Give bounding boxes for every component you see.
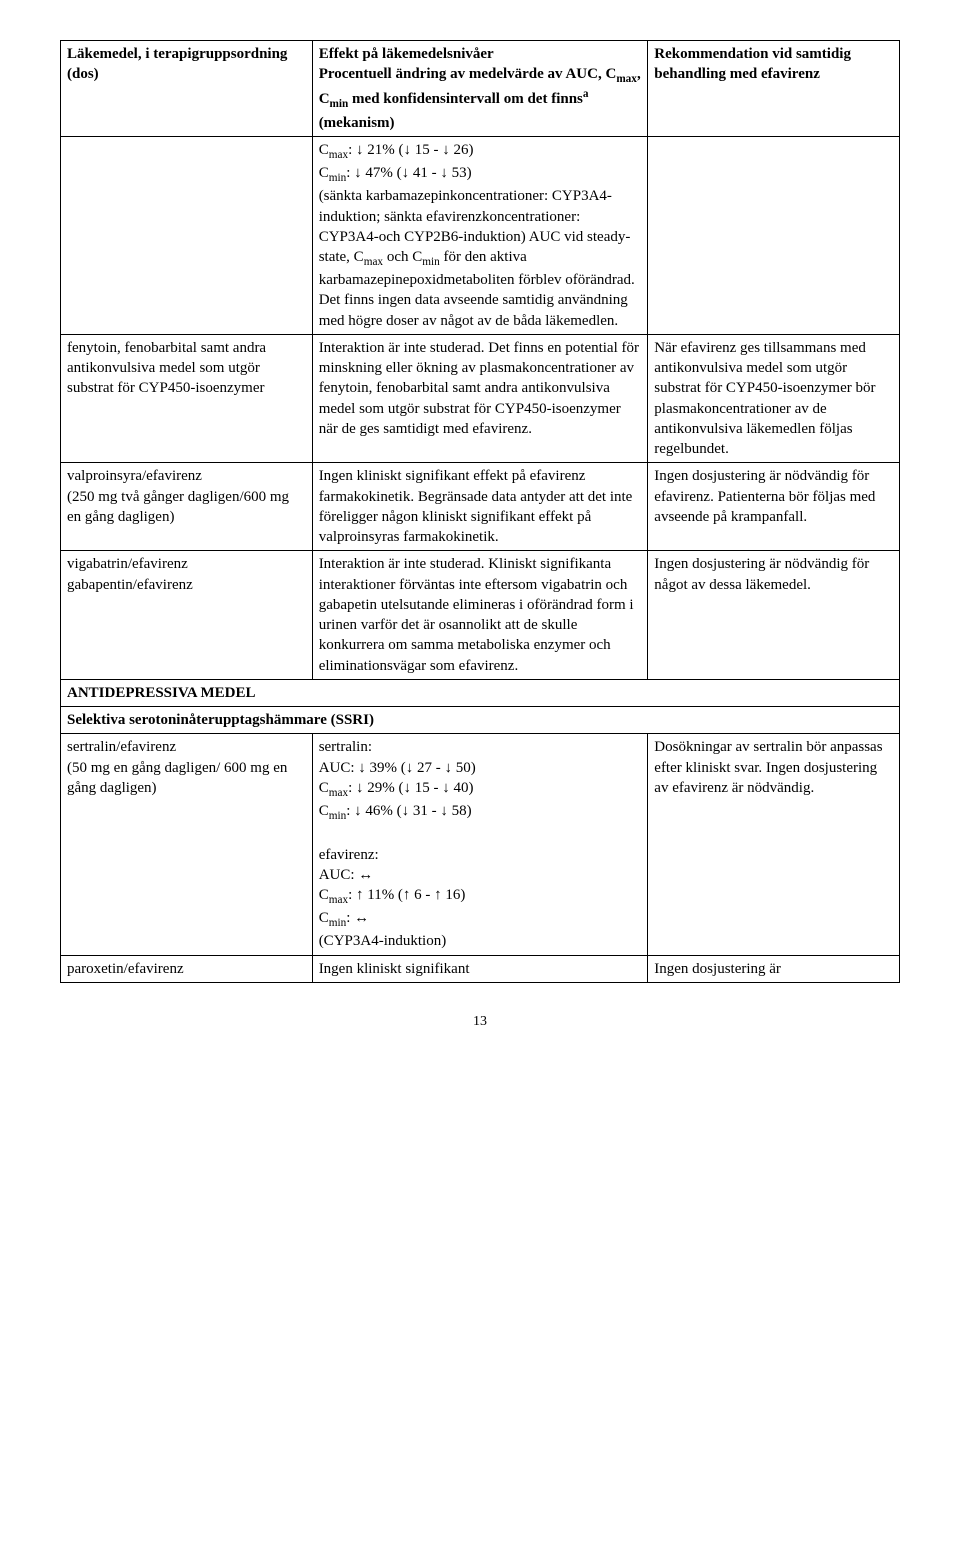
cell-drug: fenytoin, fenobarbital samt andra antiko… xyxy=(61,334,313,463)
table-row: vigabatrin/efavirenzgabapentin/efavirenz… xyxy=(61,551,900,680)
page-number: 13 xyxy=(60,1013,900,1032)
table-row: paroxetin/efavirenz Ingen kliniskt signi… xyxy=(61,955,900,982)
section-row: Selektiva serotoninåterupptagshämmare (S… xyxy=(61,707,900,734)
header-col3: Rekommendation vid samtidig behandling m… xyxy=(648,41,900,137)
table-row: valproinsyra/efavirenz(250 mg två gånger… xyxy=(61,463,900,551)
cell-recommendation: Ingen dosjustering är nödvändig för någo… xyxy=(648,551,900,680)
cell-drug: valproinsyra/efavirenz(250 mg två gånger… xyxy=(61,463,313,551)
cell-recommendation xyxy=(648,136,900,334)
section-title: ANTIDEPRESSIVA MEDEL xyxy=(61,679,900,706)
cell-recommendation: Dosökningar av sertralin bör anpassas ef… xyxy=(648,734,900,955)
cell-recommendation: Ingen dosjustering är xyxy=(648,955,900,982)
cell-effect: Ingen kliniskt signifikant xyxy=(312,955,648,982)
drug-interaction-table: Läkemedel, i terapigruppsordning (dos) E… xyxy=(60,40,900,983)
cell-drug: vigabatrin/efavirenzgabapentin/efavirenz xyxy=(61,551,313,680)
table-row: Cmax: ↓ 21% (↓ 15 - ↓ 26)Cmin: ↓ 47% (↓ … xyxy=(61,136,900,334)
cell-effect: Interaktion är inte studerad. Kliniskt s… xyxy=(312,551,648,680)
header-col2: Effekt på läkemedelsnivåer Procentuell ä… xyxy=(312,41,648,137)
cell-recommendation: Ingen dosjustering är nödvändig för efav… xyxy=(648,463,900,551)
cell-effect: Cmax: ↓ 21% (↓ 15 - ↓ 26)Cmin: ↓ 47% (↓ … xyxy=(312,136,648,334)
table-body: Cmax: ↓ 21% (↓ 15 - ↓ 26)Cmin: ↓ 47% (↓ … xyxy=(61,136,900,982)
header-col1: Läkemedel, i terapigruppsordning (dos) xyxy=(61,41,313,137)
cell-effect: Ingen kliniskt signifikant effekt på efa… xyxy=(312,463,648,551)
section-row: ANTIDEPRESSIVA MEDEL xyxy=(61,679,900,706)
cell-drug: paroxetin/efavirenz xyxy=(61,955,313,982)
cell-effect: Interaktion är inte studerad. Det finns … xyxy=(312,334,648,463)
cell-effect: sertralin:AUC: ↓ 39% (↓ 27 - ↓ 50)Cmax: … xyxy=(312,734,648,955)
table-header-row: Läkemedel, i terapigruppsordning (dos) E… xyxy=(61,41,900,137)
section-subtitle: Selektiva serotoninåterupptagshämmare (S… xyxy=(61,707,900,734)
cell-drug: sertralin/efavirenz(50 mg en gång daglig… xyxy=(61,734,313,955)
table-row: fenytoin, fenobarbital samt andra antiko… xyxy=(61,334,900,463)
table-row: sertralin/efavirenz(50 mg en gång daglig… xyxy=(61,734,900,955)
cell-recommendation: När efavirenz ges tillsammans med antiko… xyxy=(648,334,900,463)
cell-drug xyxy=(61,136,313,334)
